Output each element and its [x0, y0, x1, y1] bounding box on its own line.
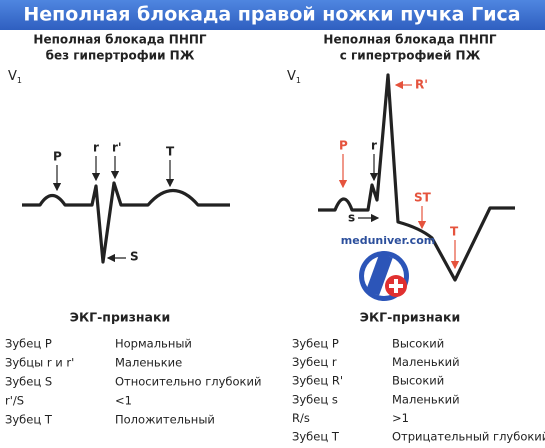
signs-title: ЭКГ-признаки [360, 310, 460, 325]
wave-label: r' [112, 141, 122, 155]
panel-heading: без гипертрофии ПЖ [46, 49, 195, 63]
panel-heading: Неполная блокада ПНПГ [33, 33, 207, 47]
sign-name: Зубец S [5, 375, 52, 389]
wave-label: R' [415, 78, 428, 92]
ecg-wave [318, 73, 515, 282]
sign-value: >1 [392, 411, 409, 425]
lead-label: V1 [8, 69, 22, 85]
wave-label: P [53, 150, 62, 164]
sign-name: r'/S [5, 394, 24, 408]
panel-heading: с гипертрофией ПЖ [340, 49, 481, 63]
wave-label: P [339, 139, 348, 153]
sign-value: Маленький [392, 392, 460, 406]
signs-table: Зубец P Высокий Зубец r Маленький Зубец R' Вы… [292, 337, 545, 444]
sign-name: Зубец r [292, 355, 337, 369]
panel-heading: Неполная блокада ПНПГ [323, 33, 497, 47]
wave-label: r [93, 141, 99, 155]
sign-value: Маленький [392, 355, 460, 369]
sign-name: Зубец P [5, 337, 52, 351]
sign-value: Маленькие [115, 356, 182, 370]
watermark-logo [359, 251, 409, 301]
wave-label: S [130, 250, 139, 264]
sign-value: Отрицательный глубокий [392, 430, 545, 444]
sign-name: Зубец P [292, 337, 339, 351]
sign-value: Положительный [115, 413, 215, 427]
sign-value: Высокий [392, 374, 444, 388]
sign-value: Нормальный [115, 337, 192, 351]
ecg-wave [22, 181, 230, 264]
sign-value: Высокий [392, 337, 444, 351]
title: Неполная блокада правой ножки пучка Гиса [23, 4, 520, 26]
lead-label: V1 [287, 69, 301, 85]
sign-value: Относительно глубокий [115, 375, 261, 389]
sign-name: Зубец s [292, 392, 338, 406]
signs-table: Зубец P Нормальный Зубцы r и r' Маленькие Зу… [5, 337, 261, 427]
wave-label: T [450, 225, 459, 239]
watermark: meduniver.com [341, 234, 435, 247]
wave-label: r [371, 139, 377, 153]
sign-name: Зубец R' [292, 374, 343, 388]
wave-label: ST [414, 191, 432, 205]
sign-name: Зубец T [292, 430, 340, 444]
title-banner [0, 0, 545, 30]
sign-value: <1 [115, 394, 132, 408]
signs-title: ЭКГ-признаки [70, 310, 170, 325]
sign-name: Зубец T [5, 413, 53, 427]
wave-label: T [166, 145, 175, 159]
sign-name: Зубцы r и r' [5, 356, 74, 370]
wave-label: s [348, 211, 355, 225]
sign-name: R/s [292, 411, 310, 425]
